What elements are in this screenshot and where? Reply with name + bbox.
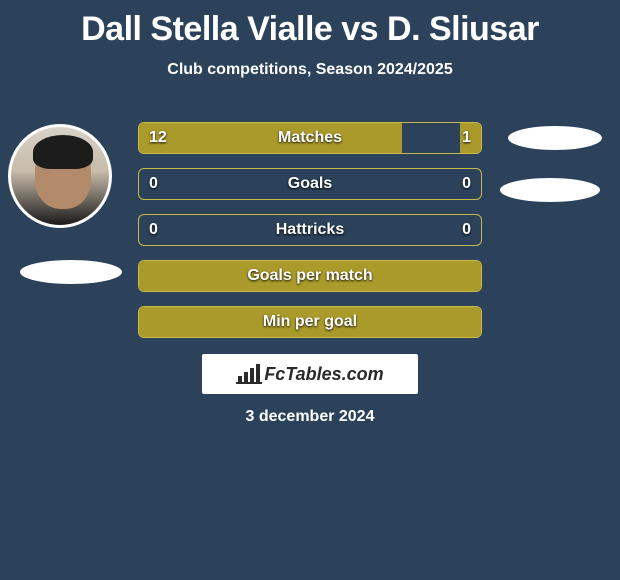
stat-value-right: 0: [462, 169, 471, 199]
date-label: 3 december 2024: [0, 408, 620, 426]
stat-bar-goals-per-match: Goals per match: [138, 260, 482, 292]
stat-bar-hattricks: 0 Hattricks 0: [138, 214, 482, 246]
stat-bars: 12 Matches 1 0 Goals 0 0 Hattricks 0 Goa…: [138, 122, 482, 352]
brand-text: FcTables.com: [264, 364, 383, 385]
stat-bar-min-per-goal: Min per goal: [138, 306, 482, 338]
player-right-badge: [500, 178, 600, 202]
stat-label: Goals: [139, 169, 481, 199]
stat-value-left: 0: [149, 169, 158, 199]
player-right-avatar-placeholder: [508, 126, 602, 150]
brand-badge: FcTables.com: [202, 354, 418, 394]
bar-chart-icon: [236, 364, 262, 384]
stat-bar-matches: 12 Matches 1: [138, 122, 482, 154]
stat-bar-fill-full: [139, 261, 481, 291]
stat-value-left: 0: [149, 215, 158, 245]
player-left-avatar: [8, 124, 112, 228]
stat-value-right: 0: [462, 215, 471, 245]
stat-label: Hattricks: [139, 215, 481, 245]
subtitle: Club competitions, Season 2024/2025: [0, 61, 620, 79]
stat-bar-fill-left: [139, 123, 402, 153]
stat-bar-fill-full: [139, 307, 481, 337]
player-left-badge: [20, 260, 122, 284]
page-title: Dall Stella Vialle vs D. Sliusar: [0, 0, 620, 49]
stat-bar-fill-right: [460, 123, 481, 153]
stat-bar-goals: 0 Goals 0: [138, 168, 482, 200]
